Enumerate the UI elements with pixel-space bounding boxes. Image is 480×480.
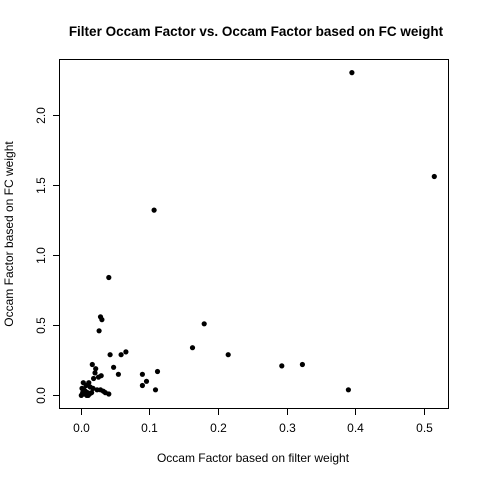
data-point [152,387,159,393]
data-point [99,317,105,323]
data-point [106,274,112,281]
x-tick-label: 0.0 [73,421,90,435]
data-point [111,364,117,370]
y-tick-label: 0.5 [34,317,48,334]
data-point [123,349,129,355]
data-point [89,361,95,368]
data-point [90,385,96,391]
x-tick-label: 0.3 [279,421,296,435]
x-tick-label: 0.5 [416,421,433,435]
data-point [225,352,231,358]
data-point [93,366,99,372]
y-axis-label: Occam Factor based on FC weight [2,141,16,327]
data-point [91,375,97,382]
data-point [151,207,157,213]
data-point [349,70,355,76]
y-tick-label: 0.0 [34,387,48,404]
data-point [92,370,98,376]
data-point [143,378,150,384]
x-axis: 0.0 0.1 0.2 0.3 0.4 0.5 [73,408,433,435]
data-point [106,391,112,397]
y-tick-label: 2.0 [34,107,48,124]
data-point [154,368,161,375]
data-point [96,328,102,334]
data-point [107,352,113,358]
data-point [139,382,145,389]
x-tick-label: 0.1 [141,421,158,435]
data-point [431,173,437,180]
data-point [139,371,145,377]
data-points [78,70,437,398]
y-axis: 0.0 0.5 1.0 1.5 2.0 [34,107,60,404]
x-tick-label: 0.4 [347,421,364,435]
x-axis-label: Occam Factor based on filter weight [157,451,350,465]
data-point [115,371,121,377]
data-point [83,382,89,389]
data-point [201,321,207,327]
chart-title: Filter Occam Factor vs. Occam Factor bas… [69,24,444,39]
data-point [345,387,351,393]
plot-area-border [59,59,449,409]
data-point [299,361,305,368]
data-point [118,352,124,358]
data-point [82,388,88,394]
data-point [98,373,104,379]
y-tick-label: 1.5 [34,177,48,194]
data-point [85,392,91,398]
data-point [279,363,285,369]
data-point [189,345,196,351]
y-tick-label: 1.0 [34,247,48,264]
x-tick-label: 0.2 [210,421,227,435]
